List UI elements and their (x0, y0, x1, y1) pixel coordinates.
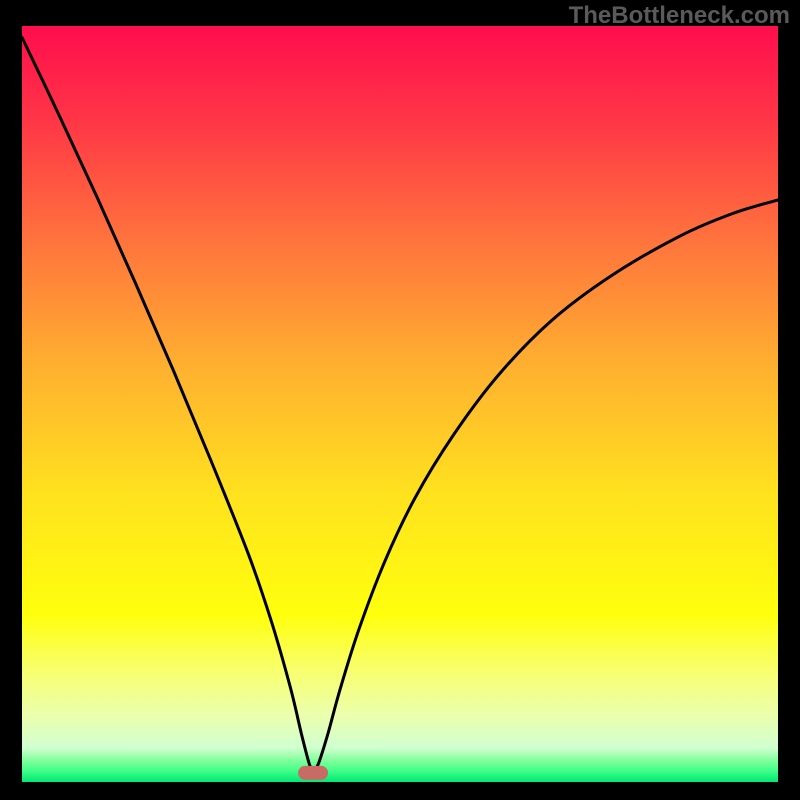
plot-background (22, 26, 778, 782)
chart-svg (0, 0, 800, 800)
chart-container: TheBottleneck.com (0, 0, 800, 800)
vertex-marker (298, 766, 328, 780)
watermark-text: TheBottleneck.com (569, 2, 790, 30)
